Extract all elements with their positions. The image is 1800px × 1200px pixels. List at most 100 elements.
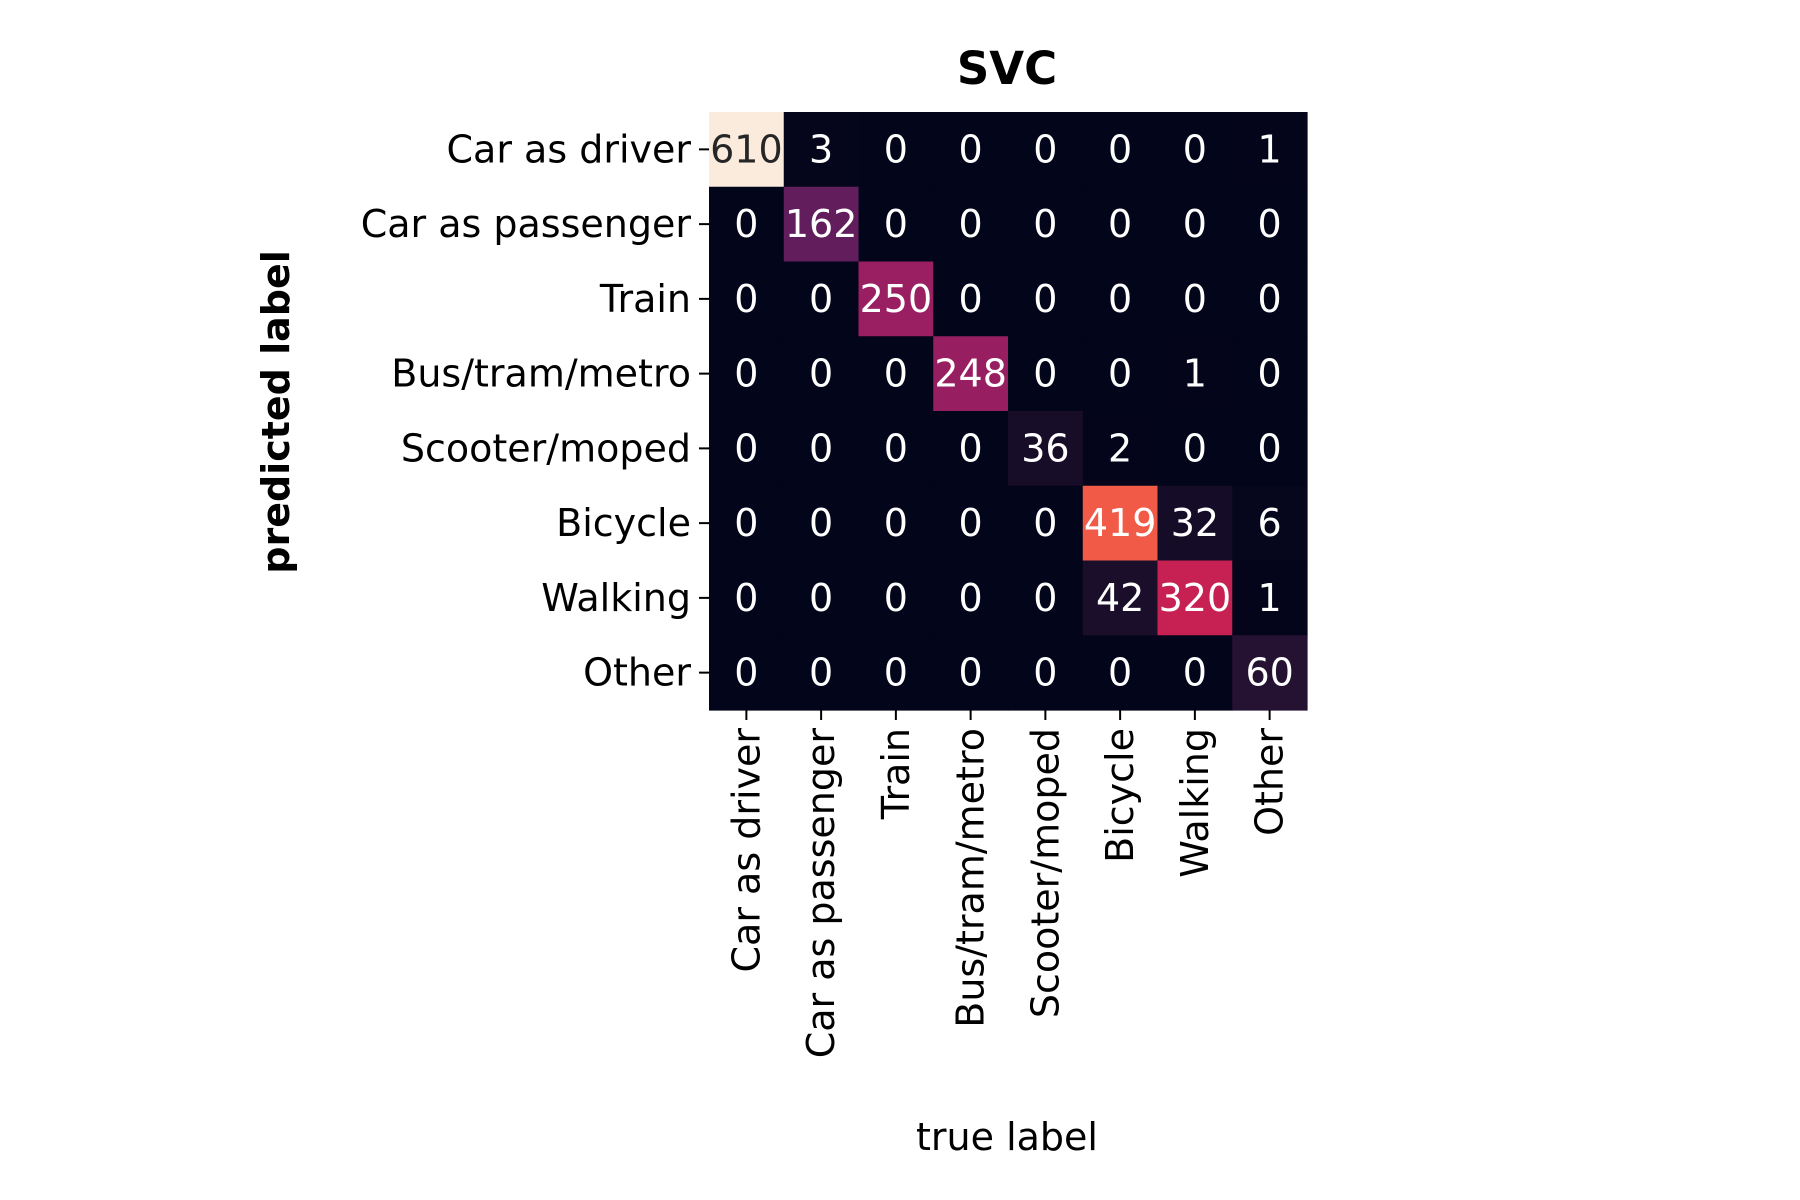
heatmap-cell-r5-c7 (1232, 485, 1308, 562)
heatmap-cell-labels: 610 3 0 0 0 0 0 10 162 0 0 0 0 0 00 0 250 0 0 0 0 00 0 0 248 0 0 1 0… (710, 127, 1294, 694)
heatmap-cell-r2-c5 (1082, 261, 1159, 337)
heatmap-cell-r6-c1 (783, 560, 860, 636)
cell-value-r1-c6: 0 (1183, 202, 1207, 246)
heatmap-cell-r4-c7 (1232, 411, 1308, 487)
heatmap-cells (709, 112, 1308, 711)
heatmap-cell-r5-c5 (1082, 485, 1159, 562)
heatmap-cell-r5-c3 (933, 485, 1009, 562)
cell-value-r5-c2: 0 (884, 501, 908, 545)
cell-value-r6-c7: 1 (1258, 576, 1282, 620)
cell-value-r3-c0: 0 (734, 352, 758, 396)
cell-value-r3-c1: 0 (809, 352, 833, 396)
cell-value-r4-c4: 36 (1021, 426, 1069, 470)
y-tick-label-3: Bus/tram/metro (391, 352, 691, 396)
heatmap-cell-r4-c6 (1157, 411, 1233, 487)
cell-value-r6-c6: 320 (1159, 576, 1232, 620)
cell-value-r4-c1: 0 (809, 426, 833, 470)
heatmap-cell-r2-c6 (1157, 261, 1233, 337)
x-tick-label-2: Train (874, 728, 918, 820)
heatmap-cell-r1-c0 (709, 186, 785, 263)
cell-value-r1-c7: 0 (1258, 202, 1282, 246)
x-tick-label-5: Bicycle (1098, 728, 1142, 863)
cell-value-r2-c3: 0 (959, 277, 983, 321)
heatmap-cell-r6-c2 (858, 560, 934, 636)
x-tick-label-4: Scooter/moped (1023, 728, 1067, 1018)
heatmap-cell-r7-c0 (709, 635, 785, 711)
cell-value-r1-c1: 162 (785, 202, 858, 246)
cell-value-r6-c1: 0 (809, 576, 833, 620)
cell-value-r7-c7: 60 (1245, 651, 1293, 695)
heatmap-cell-r0-c1 (783, 112, 860, 188)
cell-value-r2-c0: 0 (734, 277, 758, 321)
x-axis-label: true label (916, 1115, 1098, 1159)
heatmap-cell-r3-c1 (783, 336, 860, 412)
heatmap-cell-r5-c4 (1008, 485, 1084, 562)
heatmap-cell-r4-c5 (1082, 411, 1159, 487)
cell-value-r1-c0: 0 (734, 202, 758, 246)
cell-value-r4-c5: 2 (1108, 426, 1132, 470)
cell-value-r4-c3: 0 (959, 426, 983, 470)
cell-value-r6-c3: 0 (959, 576, 983, 620)
heatmap-cell-r2-c4 (1008, 261, 1084, 337)
cell-value-r3-c6: 1 (1183, 352, 1207, 396)
heatmap-cell-r4-c1 (783, 411, 860, 487)
heatmap-cell-r3-c5 (1082, 336, 1159, 412)
y-tick-label-6: Walking (541, 576, 691, 620)
cell-value-r0-c7: 1 (1258, 127, 1282, 171)
heatmap-cell-r5-c6 (1157, 485, 1233, 562)
y-tick-label-2: Train (599, 277, 691, 321)
y-axis-ticks: Car as driver Car as passenger Train Bus/tr… (361, 127, 709, 695)
cell-value-r4-c2: 0 (884, 426, 908, 470)
cell-value-r7-c4: 0 (1033, 651, 1057, 695)
cell-value-r0-c6: 0 (1183, 127, 1207, 171)
y-tick-label-4: Scooter/moped (401, 426, 691, 470)
cell-value-r5-c5: 419 (1084, 501, 1157, 545)
y-tick-label-5: Bicycle (556, 501, 691, 545)
cell-value-r4-c0: 0 (734, 426, 758, 470)
cell-value-r2-c6: 0 (1183, 277, 1207, 321)
heatmap-cell-r2-c3 (933, 261, 1009, 337)
cell-value-r0-c4: 0 (1033, 127, 1057, 171)
heatmap-cell-r1-c2 (858, 186, 934, 263)
cell-value-r5-c0: 0 (734, 501, 758, 545)
heatmap-cell-r7-c6 (1157, 635, 1233, 711)
heatmap-cell-r6-c6 (1157, 560, 1233, 636)
cell-value-r6-c0: 0 (734, 576, 758, 620)
cell-value-r6-c5: 42 (1096, 576, 1144, 620)
cell-value-r3-c4: 0 (1033, 352, 1057, 396)
heatmap-cell-r6-c4 (1008, 560, 1084, 636)
heatmap-cell-r1-c4 (1008, 186, 1084, 263)
heatmap-cell-r2-c0 (709, 261, 785, 337)
cell-value-r5-c3: 0 (959, 501, 983, 545)
heatmap-cell-r6-c5 (1082, 560, 1159, 636)
heatmap-cell-r0-c4 (1008, 112, 1084, 188)
heatmap-cell-r2-c2 (858, 261, 934, 337)
y-tick-label-0: Car as driver (447, 127, 692, 171)
heatmap-cell-r1-c1 (783, 186, 860, 263)
heatmap-cell-r4-c2 (858, 411, 934, 487)
cell-value-r2-c2: 250 (860, 277, 933, 321)
heatmap-cell-r0-c0 (709, 112, 785, 188)
cell-value-r3-c2: 0 (884, 352, 908, 396)
heatmap-cell-r0-c7 (1232, 112, 1308, 188)
cell-value-r2-c5: 0 (1108, 277, 1132, 321)
heatmap-cell-r3-c3 (933, 336, 1009, 412)
cell-value-r0-c1: 3 (809, 127, 833, 171)
heatmap-cell-r7-c2 (858, 635, 934, 711)
cell-value-r7-c2: 0 (884, 651, 908, 695)
x-tick-label-0: Car as driver (724, 728, 768, 973)
cell-value-r0-c2: 0 (884, 127, 908, 171)
heatmap-cell-r4-c3 (933, 411, 1009, 487)
heatmap-cell-r0-c3 (933, 112, 1009, 188)
heatmap-cell-r4-c0 (709, 411, 785, 487)
cell-value-r5-c1: 0 (809, 501, 833, 545)
heatmap-cell-r6-c0 (709, 560, 785, 636)
cell-value-r7-c5: 0 (1108, 651, 1132, 695)
heatmap-cell-r2-c7 (1232, 261, 1308, 337)
heatmap-cell-r3-c0 (709, 336, 785, 412)
heatmap-cell-r1-c5 (1082, 186, 1159, 263)
y-axis-label: predicted label (254, 250, 298, 574)
cell-value-r0-c0: 610 (710, 127, 783, 171)
cell-value-r5-c7: 6 (1258, 501, 1282, 545)
